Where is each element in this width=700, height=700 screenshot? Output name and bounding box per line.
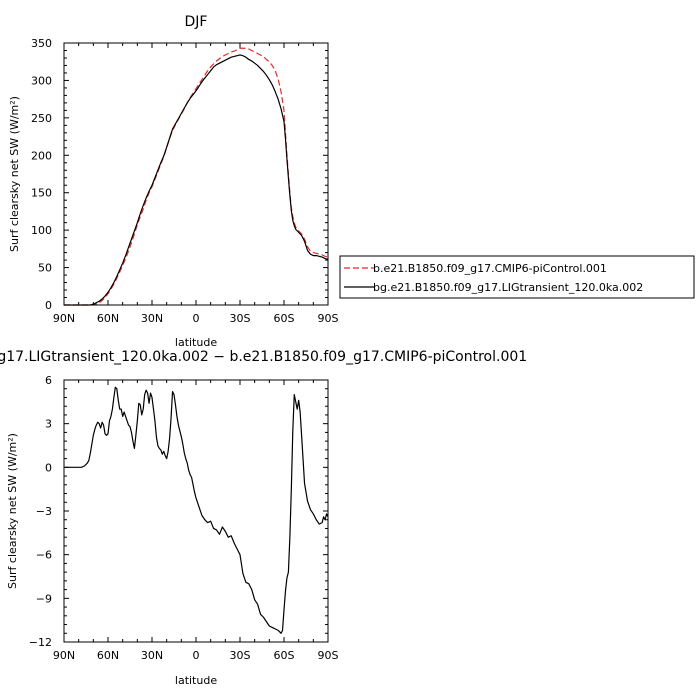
top-chart-x-tick-label: 30N: [141, 312, 163, 325]
top-chart-y-tick-label: 250: [31, 112, 52, 125]
top-chart-x-axis-label: latitude: [175, 336, 217, 349]
top-chart-y-tick-label: 100: [31, 224, 52, 237]
top-chart-plot-area: 90N 60N 30N 0 30S 60S 90S 0 50 100 150 200 250 300 350: [31, 37, 339, 325]
top-chart-y-axis-label: Surf clearsky net SW (W/m²): [8, 96, 21, 252]
top-chart-x-tick-label: 90S: [318, 312, 339, 325]
bottom-chart-series-line-1: [64, 386, 329, 634]
top-chart-y-tick-label: 300: [31, 74, 52, 87]
bottom-chart-x-tick-label: 30N: [141, 649, 163, 662]
top-chart-y-tick-label: 350: [31, 37, 52, 50]
bottom-chart-y-tick-label: −12: [29, 636, 52, 649]
top-chart: DJF 90N 60N 30N 0 30S 60S 90S 0 50 100 150 200 250 30…: [8, 14, 695, 349]
bottom-chart-title: bg.e21.B1850.f09_g17.LIGtransient_120.0k…: [0, 349, 527, 365]
top-chart-y-tick-label: 0: [45, 299, 52, 312]
top-chart-x-tick-label: 60N: [97, 312, 119, 325]
top-chart-x-tick-label: 0: [193, 312, 200, 325]
top-chart-series-line-2: [64, 54, 329, 306]
top-chart-y-tick-label: 200: [31, 149, 52, 162]
top-chart-title: DJF: [185, 14, 208, 30]
top-chart-y-tick-label: 150: [31, 187, 52, 200]
bottom-chart: bg.e21.B1850.f09_g17.LIGtransient_120.0k…: [0, 349, 527, 687]
bottom-chart-x-tick-label: 90S: [318, 649, 339, 662]
bottom-chart-x-axis-label: latitude: [175, 674, 217, 687]
top-chart-legend: b.e21.B1850.f09_g17.CMIP6-piControl.001 …: [339, 255, 695, 299]
top-chart-x-tick-label: 90N: [53, 312, 75, 325]
bottom-chart-y-tick-label: 3: [45, 418, 52, 431]
bottom-chart-y-tick-label: 6: [45, 374, 52, 387]
bottom-chart-y-axis-label: Surf clearsky net SW (W/m²): [6, 433, 19, 589]
bottom-chart-x-tick-label: 30S: [230, 649, 251, 662]
bottom-chart-x-tick-label: 0: [193, 649, 200, 662]
legend-box: [339, 255, 695, 299]
bottom-chart-x-tick-label: 60N: [97, 649, 119, 662]
top-chart-frame: [63, 42, 329, 306]
bottom-chart-frame: [63, 379, 329, 643]
top-chart-y-tick-label: 50: [38, 262, 52, 275]
bottom-chart-y-tick-label: 0: [45, 461, 52, 474]
legend-label-series-1: b.e21.B1850.f09_g17.CMIP6-piControl.001: [373, 262, 607, 275]
bottom-chart-y-tick-label: −6: [36, 549, 52, 562]
bottom-chart-x-tick-label: 60S: [274, 649, 295, 662]
bottom-chart-x-tick-label: 90N: [53, 649, 75, 662]
bottom-chart-y-tick-label: −3: [36, 505, 52, 518]
top-chart-x-tick-label: 60S: [274, 312, 295, 325]
bottom-chart-y-tick-label: −9: [36, 592, 52, 605]
legend-label-series-2: bg.e21.B1850.f09_g17.LIGtransient_120.0k…: [373, 281, 643, 294]
top-chart-x-tick-label: 30S: [230, 312, 251, 325]
